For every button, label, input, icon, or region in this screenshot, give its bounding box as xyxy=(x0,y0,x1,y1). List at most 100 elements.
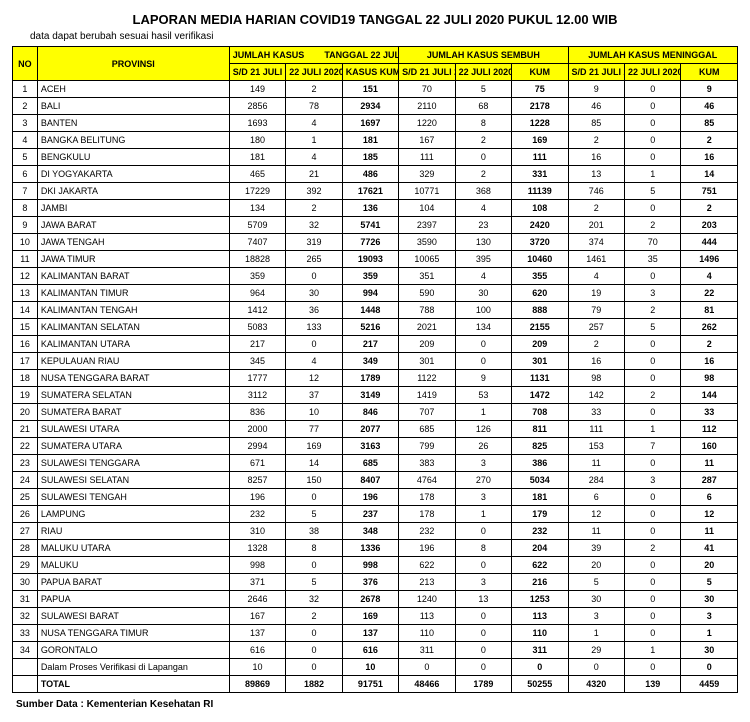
cell-c: 998 xyxy=(342,557,398,574)
cell-e: 26 xyxy=(455,438,511,455)
cell-d: 311 xyxy=(399,642,455,659)
cell-c: 237 xyxy=(342,506,398,523)
cell-e: 23 xyxy=(455,217,511,234)
cell-b: 319 xyxy=(286,234,342,251)
cell-no: 22 xyxy=(13,438,38,455)
cell-h: 35 xyxy=(624,251,680,268)
cell-a: 134 xyxy=(229,200,285,217)
cell-no xyxy=(13,659,38,676)
cell-i: 11 xyxy=(681,523,738,540)
cell-g: 2 xyxy=(568,336,624,353)
cell-a: 671 xyxy=(229,455,285,472)
cell-c: 7726 xyxy=(342,234,398,251)
table-row: 15KALIMANTAN SELATAN50831335216202113421… xyxy=(13,319,738,336)
cell-d: 351 xyxy=(399,268,455,285)
cell-i: 46 xyxy=(681,98,738,115)
cell-g: 12 xyxy=(568,506,624,523)
cell-prov: MALUKU UTARA xyxy=(37,540,229,557)
cell-c: 359 xyxy=(342,268,398,285)
cell-f: 110 xyxy=(512,625,568,642)
cell-e: 4 xyxy=(455,200,511,217)
cell-prov: BENGKULU xyxy=(37,149,229,166)
cell-b: 1 xyxy=(286,132,342,149)
cell-h: 2 xyxy=(624,540,680,557)
cell-g: 153 xyxy=(568,438,624,455)
cell-i: 20 xyxy=(681,557,738,574)
table-row: 9JAWA BARAT570932574123972324202012203 xyxy=(13,217,738,234)
cell-h: 1 xyxy=(624,421,680,438)
cell-a: 1328 xyxy=(229,540,285,557)
cell-e: 53 xyxy=(455,387,511,404)
table-row: 33NUSA TENGGARA TIMUR13701371100110101 xyxy=(13,625,738,642)
cell-c: 349 xyxy=(342,353,398,370)
cell-prov: SULAWESI BARAT xyxy=(37,608,229,625)
cell-g: 6 xyxy=(568,489,624,506)
cell-i: 4459 xyxy=(681,676,738,693)
table-row: 17KEPULAUAN RIAU3454349301030116016 xyxy=(13,353,738,370)
cell-b: 32 xyxy=(286,591,342,608)
cell-b: 14 xyxy=(286,455,342,472)
table-row: 3BANTEN16934169712208122885085 xyxy=(13,115,738,132)
cell-b: 4 xyxy=(286,149,342,166)
cell-a: 196 xyxy=(229,489,285,506)
table-row: 21SULAWESI UTARA200077207768512681111111… xyxy=(13,421,738,438)
cell-d: 178 xyxy=(399,489,455,506)
cell-prov: SUMATERA UTARA xyxy=(37,438,229,455)
cell-i: 41 xyxy=(681,540,738,557)
cell-e: 5 xyxy=(455,81,511,98)
cell-g: 1 xyxy=(568,625,624,642)
cell-b: 8 xyxy=(286,540,342,557)
cell-c: 2678 xyxy=(342,591,398,608)
cell-g: 284 xyxy=(568,472,624,489)
cell-c: 3149 xyxy=(342,387,398,404)
cell-b: 5 xyxy=(286,574,342,591)
cell-prov: SUMATERA BARAT xyxy=(37,404,229,421)
cell-b: 169 xyxy=(286,438,342,455)
cell-i: 144 xyxy=(681,387,738,404)
table-row: 24SULAWESI SELATAN8257150840747642705034… xyxy=(13,472,738,489)
cell-e: 3 xyxy=(455,574,511,591)
cell-b: 36 xyxy=(286,302,342,319)
cell-g: 19 xyxy=(568,285,624,302)
cell-d: 788 xyxy=(399,302,455,319)
cell-b: 133 xyxy=(286,319,342,336)
header-kasus-group: JUMLAH KASUS TANGGAL 22 JULI 2020 xyxy=(229,47,398,64)
cell-d: 707 xyxy=(399,404,455,421)
cell-i: 12 xyxy=(681,506,738,523)
cell-g: 1461 xyxy=(568,251,624,268)
cell-i: 30 xyxy=(681,591,738,608)
table-row: 28MALUKU UTARA132881336196820439241 xyxy=(13,540,738,557)
cell-f: 5034 xyxy=(512,472,568,489)
cell-b: 2 xyxy=(286,200,342,217)
cell-no: 9 xyxy=(13,217,38,234)
cell-prov: BANTEN xyxy=(37,115,229,132)
cell-d: 113 xyxy=(399,608,455,625)
cell-a: 3112 xyxy=(229,387,285,404)
cell-prov: ACEH xyxy=(37,81,229,98)
cell-i: 3 xyxy=(681,608,738,625)
cell-h: 0 xyxy=(624,659,680,676)
cell-h: 0 xyxy=(624,149,680,166)
cell-i: 85 xyxy=(681,115,738,132)
cell-no: 18 xyxy=(13,370,38,387)
cell-no: 27 xyxy=(13,523,38,540)
cell-g: 13 xyxy=(568,166,624,183)
cell-d: 301 xyxy=(399,353,455,370)
cell-e: 3 xyxy=(455,455,511,472)
cell-f: 811 xyxy=(512,421,568,438)
cell-h: 139 xyxy=(624,676,680,693)
cell-c: 19093 xyxy=(342,251,398,268)
header-kasus-label: JUMLAH KASUS xyxy=(233,50,305,60)
cell-e: 368 xyxy=(455,183,511,200)
cell-no: 28 xyxy=(13,540,38,557)
cell-h: 0 xyxy=(624,98,680,115)
cell-prov: KALIMANTAN BARAT xyxy=(37,268,229,285)
cell-f: 108 xyxy=(512,200,568,217)
cell-prov: PAPUA BARAT xyxy=(37,574,229,591)
cell-d: 0 xyxy=(399,659,455,676)
cell-g: 4320 xyxy=(568,676,624,693)
cell-i: 444 xyxy=(681,234,738,251)
cell-h: 0 xyxy=(624,353,680,370)
cell-a: 7407 xyxy=(229,234,285,251)
cell-i: 2 xyxy=(681,132,738,149)
